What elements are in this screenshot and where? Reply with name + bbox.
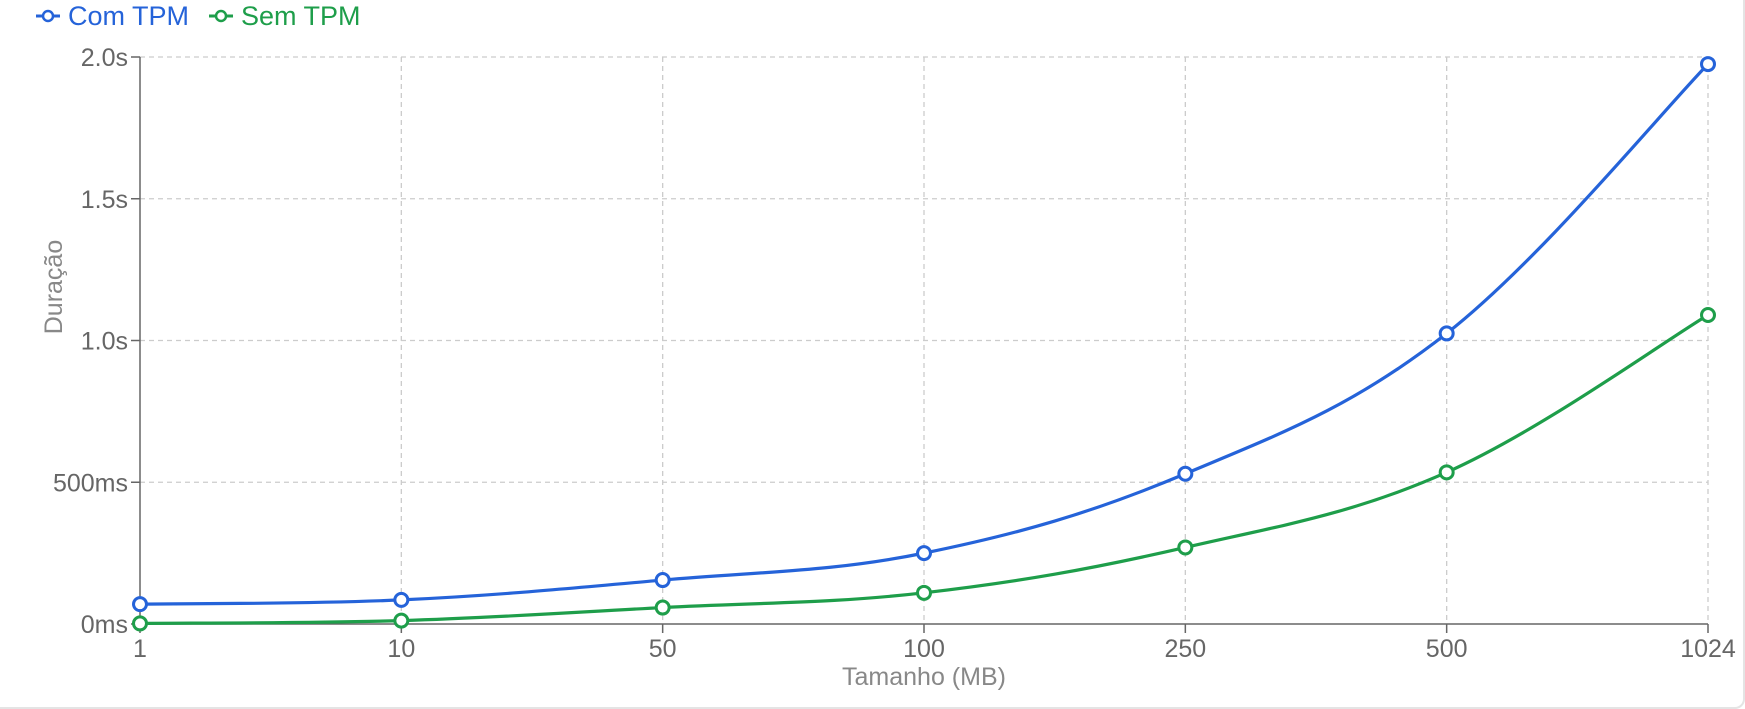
data-point-sem-tpm[interactable] xyxy=(393,612,410,629)
y-tick-label: 2.0s xyxy=(81,44,128,72)
data-point-sem-tpm[interactable] xyxy=(1177,539,1194,556)
x-tick-label: 10 xyxy=(387,635,415,663)
series-com-tpm xyxy=(132,56,1716,613)
data-point-sem-tpm[interactable] xyxy=(916,584,932,601)
legend-label: Sem TPM xyxy=(241,1,361,31)
legend-item-sem-tpm[interactable]: Sem TPM xyxy=(209,1,361,31)
legend-item-com-tpm[interactable]: Com TPM xyxy=(36,1,189,31)
data-point-com-tpm[interactable] xyxy=(393,591,410,608)
y-axis-title: Duração xyxy=(40,240,68,335)
x-tick-label: 100 xyxy=(903,635,945,663)
data-point-com-tpm[interactable] xyxy=(654,572,671,589)
y-tick-label: 0ms xyxy=(81,611,128,639)
data-point-sem-tpm[interactable] xyxy=(654,599,671,616)
series-line-com-tpm xyxy=(139,62,1710,606)
x-tick-label: 500 xyxy=(1426,635,1468,663)
data-point-com-tpm[interactable] xyxy=(1700,56,1716,73)
y-tick-label: 500ms xyxy=(53,469,128,497)
x-tick-label: 250 xyxy=(1164,635,1206,663)
series-line-sem-tpm xyxy=(139,313,1709,626)
legend-swatch-marker xyxy=(41,9,55,23)
data-point-com-tpm[interactable] xyxy=(1438,325,1455,342)
data-point-sem-tpm[interactable] xyxy=(1438,464,1455,481)
data-point-sem-tpm[interactable] xyxy=(132,615,148,632)
x-tick-label: 1024 xyxy=(1680,635,1736,663)
data-point-com-tpm[interactable] xyxy=(916,545,932,562)
x-tick-label: 1 xyxy=(133,635,147,663)
y-tick-label: 1.5s xyxy=(81,186,128,214)
y-tick-label: 1.0s xyxy=(81,328,128,356)
data-point-sem-tpm[interactable] xyxy=(1700,306,1716,323)
series-sem-tpm xyxy=(132,306,1716,632)
data-point-com-tpm[interactable] xyxy=(132,596,148,613)
legend[interactable]: Com TPM Sem TPM xyxy=(36,1,361,31)
x-axis-ticks: 1 10 50 100 250 500 1024 xyxy=(133,624,1736,663)
legend-swatch-marker xyxy=(214,9,228,23)
series-group xyxy=(132,56,1716,632)
data-point-com-tpm[interactable] xyxy=(1177,465,1194,482)
grid-lines xyxy=(140,56,1709,624)
y-axis-ticks: 0ms 500ms 1.0s 1.5s 2.0s xyxy=(53,44,140,639)
legend-label: Com TPM xyxy=(68,1,189,31)
x-tick-label: 50 xyxy=(649,635,677,663)
x-axis-title: Tamanho (MB) xyxy=(842,663,1006,691)
